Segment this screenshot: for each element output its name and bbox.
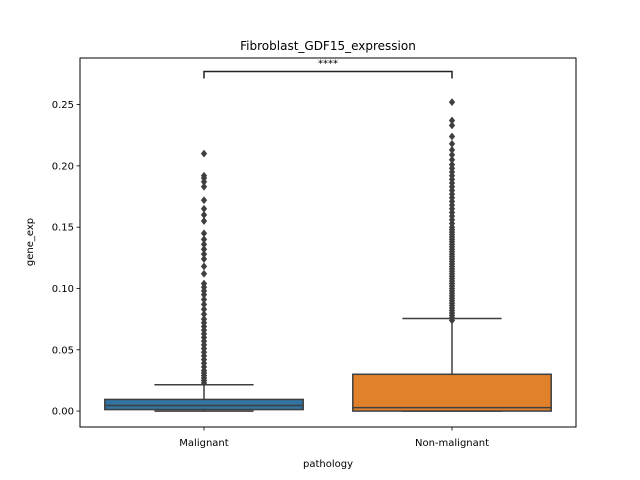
y-axis-label: gene_exp <box>25 218 36 266</box>
y-tick-label: 0.25 <box>52 100 74 111</box>
x-tick-label: Non-malignant <box>415 438 489 449</box>
outlier-point <box>448 145 456 154</box>
box-body <box>104 398 304 411</box>
outlier-point <box>200 182 208 191</box>
outlier-point <box>448 139 456 148</box>
x-tick-label: Malignant <box>179 438 228 449</box>
outlier-point <box>200 315 208 324</box>
y-axis: 0.00 0.05 0.10 0.15 0.20 0.25 <box>52 100 80 418</box>
outlier-point <box>200 229 208 238</box>
significance-label: **** <box>318 58 338 69</box>
outlier-point <box>200 305 208 314</box>
chart-title: Fibroblast_GDF15_expression <box>240 39 416 53</box>
y-tick-label: 0.20 <box>52 161 74 172</box>
plot-area <box>104 98 552 412</box>
outlier-point <box>200 250 208 259</box>
significance-annotation: **** <box>203 58 453 79</box>
outlier-point <box>448 160 456 169</box>
x-axis-label: pathology <box>303 459 353 470</box>
box-non-malignant <box>352 98 552 412</box>
outlier-point <box>200 217 208 226</box>
y-tick-label: 0.00 <box>52 407 74 418</box>
outlier-point <box>200 300 208 309</box>
outlier-point <box>200 295 208 304</box>
outlier-point <box>200 171 208 180</box>
plot-frame <box>79 57 577 428</box>
outlier-point <box>200 262 208 271</box>
outlier-point <box>448 155 456 164</box>
outlier-point <box>448 121 456 130</box>
outlier-point <box>200 149 208 158</box>
box-body <box>352 373 552 412</box>
outlier-point <box>200 310 208 319</box>
outlier-point <box>200 240 208 249</box>
outlier-point <box>448 116 456 125</box>
outlier-point <box>448 132 456 141</box>
outlier-point <box>200 269 208 278</box>
outlier-point <box>448 98 456 107</box>
outlier-point <box>448 150 456 159</box>
outlier-point <box>200 245 208 254</box>
outlier-point <box>200 279 208 288</box>
outlier-point <box>200 235 208 244</box>
y-tick-label: 0.05 <box>52 345 74 356</box>
x-axis: Malignant Non-malignant <box>179 427 489 449</box>
significance-bracket <box>203 70 453 79</box>
box-malignant <box>104 149 304 412</box>
outlier-point <box>200 204 208 213</box>
outlier-point <box>200 210 208 219</box>
outlier-point <box>200 196 208 205</box>
y-tick-label: 0.10 <box>52 284 74 295</box>
y-tick-label: 0.15 <box>52 223 74 234</box>
outlier-point <box>200 255 208 264</box>
